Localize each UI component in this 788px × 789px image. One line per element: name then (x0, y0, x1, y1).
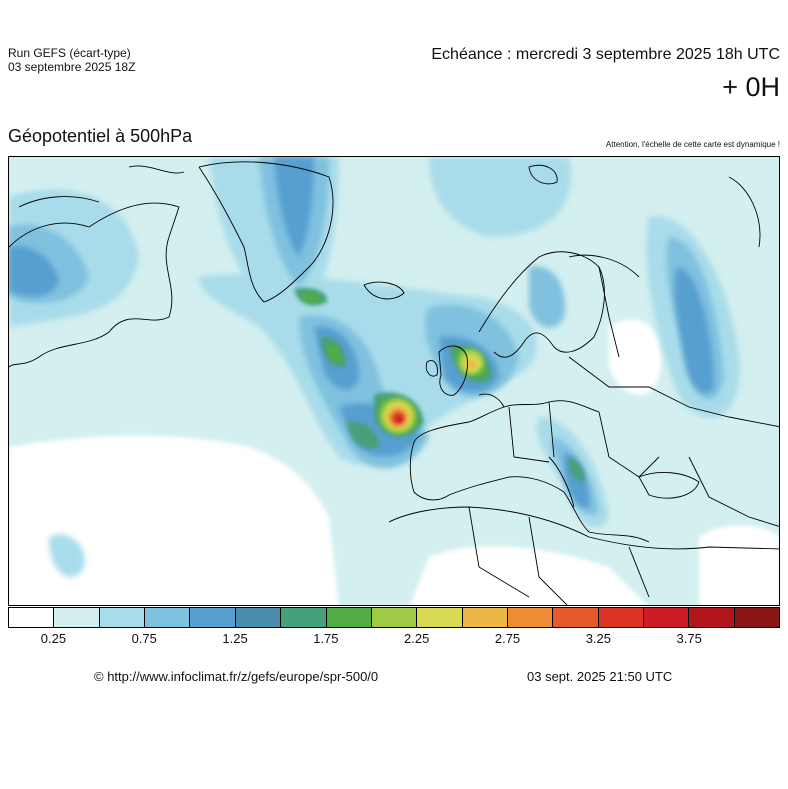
colorbar-tick-label: 1.75 (313, 631, 339, 646)
run-info: Run GEFS (écart-type) 03 septembre 2025 … (8, 46, 135, 74)
colorbar-swatch (281, 608, 327, 627)
run-name: Run GEFS (écart-type) (8, 46, 131, 60)
coastlines (9, 161, 779, 605)
colorbar-swatch (417, 608, 463, 627)
forecast-map (8, 156, 780, 606)
colorbar-tick-label: 2.25 (404, 631, 430, 646)
colorbar-tick-label: 1.25 (222, 631, 248, 646)
lead-time: + 0H (722, 72, 780, 102)
valid-time: Echéance : mercredi 3 septembre 2025 18h… (431, 46, 780, 63)
colorbar-swatch (689, 608, 735, 627)
colorbar-ticks: 0.25 0.75 1.25 1.75 2.25 2.75 3.25 3.75 (8, 631, 780, 647)
colorbar (8, 607, 780, 628)
colorbar-swatch (553, 608, 599, 627)
colorbar-tick-label: 3.25 (585, 631, 611, 646)
colorbar-swatch (462, 608, 508, 627)
colorbar-tick-label: 0.75 (131, 631, 157, 646)
valid-info: Echéance : mercredi 3 septembre 2025 18h… (431, 46, 780, 103)
run-date: 03 septembre 2025 18Z (8, 60, 136, 74)
source-url: © http://www.infoclimat.fr/z/gefs/europe… (94, 669, 379, 684)
colorbar-swatch (734, 608, 780, 627)
colorbar-swatch (644, 608, 690, 627)
colorbar-swatch (9, 608, 55, 627)
low-spread-areas (9, 319, 779, 605)
colorbar-swatch (371, 608, 418, 627)
generated-time: 03 sept. 2025 21:50 UTC (527, 669, 673, 684)
colorbar-swatch (598, 608, 645, 627)
spread-maximum (380, 349, 484, 434)
colorbar-swatch (235, 608, 282, 627)
colorbar-swatch (190, 608, 236, 627)
colorbar-swatch (54, 608, 100, 627)
colorbar-swatch (145, 608, 191, 627)
dynamic-scale-notice: Attention, l'échelle de cette carte est … (605, 140, 780, 149)
colorbar-tick-label: 2.75 (494, 631, 521, 646)
spread-field (9, 157, 779, 605)
colorbar-tick-label: 3.75 (676, 631, 702, 646)
colorbar-tick-label: 0.25 (40, 631, 67, 646)
colorbar-swatch (326, 608, 372, 627)
colorbar-swatch (507, 608, 554, 627)
colorbar-swatch (99, 608, 146, 627)
map-title: Géopotentiel à 500hPa (8, 126, 193, 146)
